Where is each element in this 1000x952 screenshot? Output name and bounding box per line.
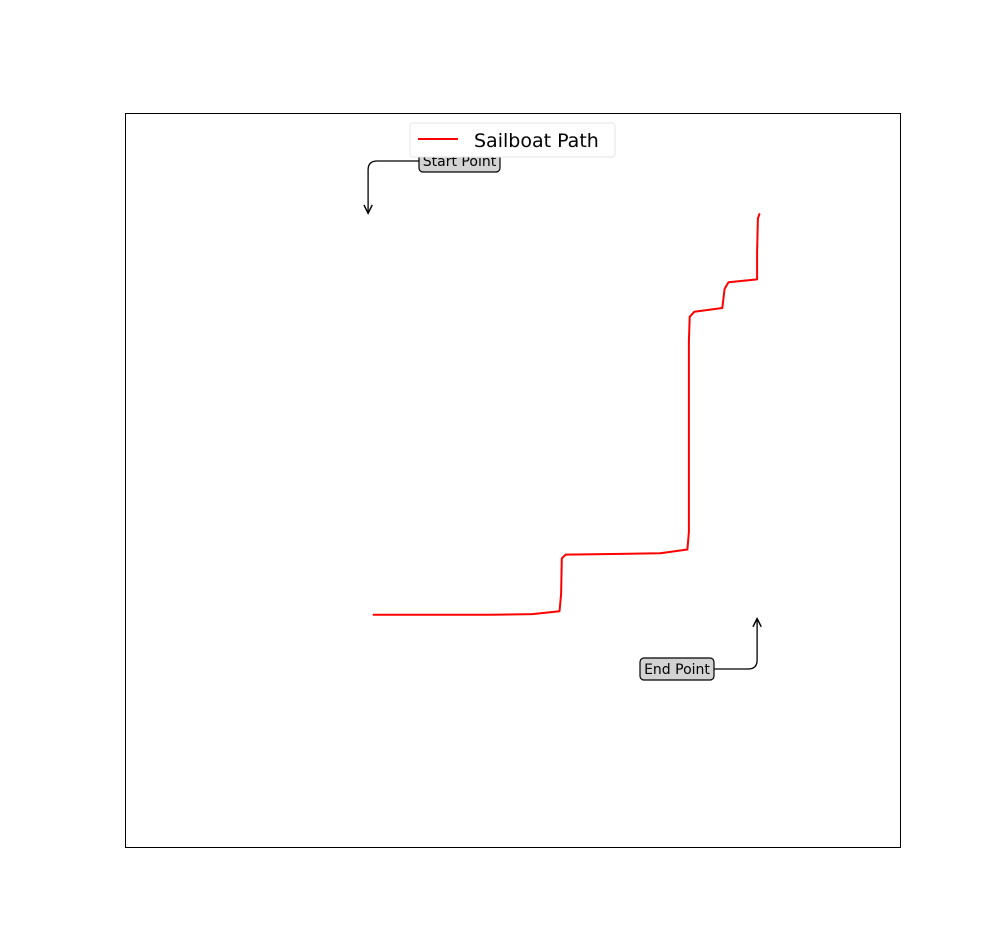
end-point-arrow	[714, 619, 757, 670]
legend-frame	[409, 122, 616, 158]
end-point-label: End Point	[644, 662, 710, 678]
start-point-label: Start Point	[423, 154, 497, 170]
start-point-arrow	[368, 160, 419, 213]
legend: Sailboat Path	[409, 122, 616, 158]
legend-label: Sailboat Path	[474, 130, 599, 152]
sailboat-path-line	[372, 213, 761, 616]
plot-area-frame	[125, 113, 901, 848]
end-point-label-box	[639, 657, 715, 681]
